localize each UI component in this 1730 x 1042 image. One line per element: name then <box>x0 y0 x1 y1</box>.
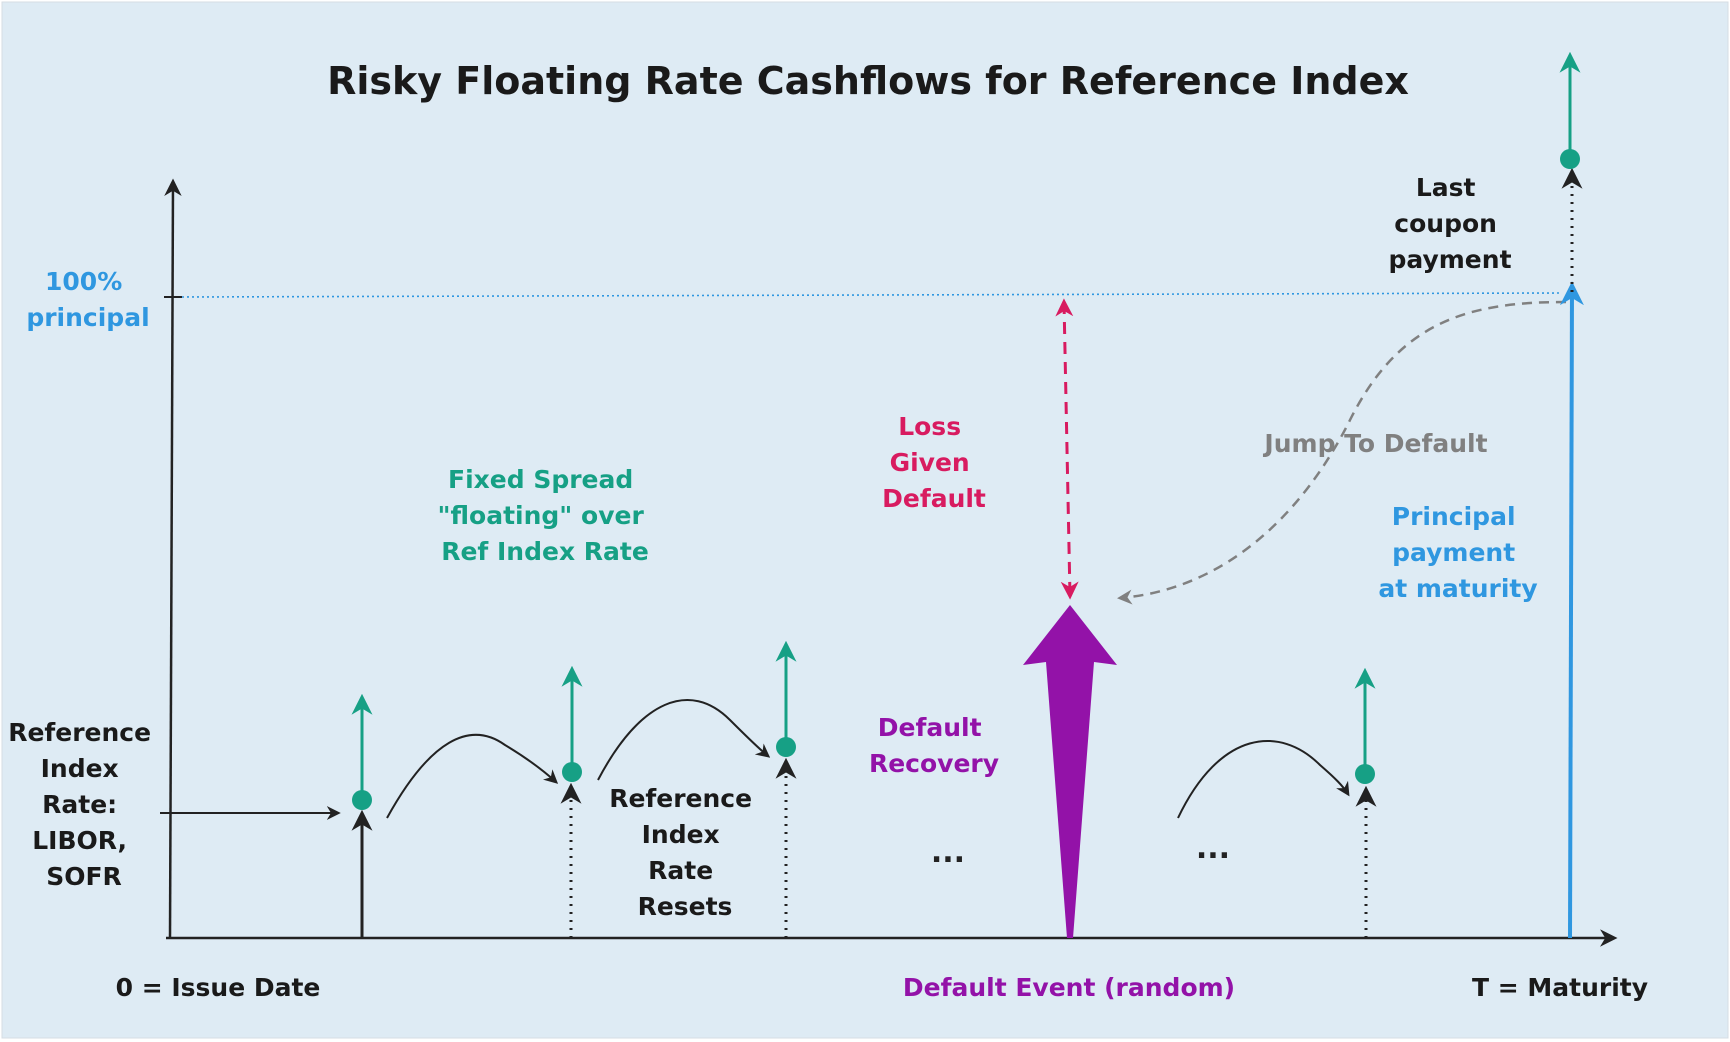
diagram-title: Risky Floating Rate Cashflows for Refere… <box>327 59 1409 103</box>
fixed-spread-label-line: Fixed Spread <box>448 465 633 494</box>
coupon-dot <box>562 762 582 782</box>
reference-rate-label-line: Rate: <box>42 790 117 819</box>
rate-resets-label-line: Resets <box>638 892 733 921</box>
rate-resets-label-line: Index <box>642 820 720 849</box>
reference-rate-label-line: LIBOR, <box>32 826 127 855</box>
coupon-dot <box>352 790 372 810</box>
principal-label-line: 100% <box>45 267 122 296</box>
last-coupon-label-line: coupon <box>1394 209 1497 238</box>
principal-payment-label: Principal payment at maturity <box>1378 502 1537 603</box>
fixed-spread-label-line: "floating" over <box>437 501 644 530</box>
cashflow-2 <box>560 665 583 938</box>
loss-given-default-label-line: Loss <box>898 412 961 441</box>
reference-rate-label-line: Reference <box>8 718 151 747</box>
jump-to-default-label: Jump To Default <box>1262 429 1487 458</box>
fixed-spread-label-line: Ref Index Rate <box>441 537 649 566</box>
loss-given-default-label-line: Given <box>890 448 970 477</box>
fixed-spread-label: Fixed Spread "floating" over Ref Index R… <box>437 465 652 566</box>
cashflow-3 <box>775 640 797 938</box>
rate-resets-label-line: Rate <box>648 856 713 885</box>
default-event-label: Default Event (random) <box>903 973 1235 1002</box>
cashflow-4 <box>1354 667 1377 938</box>
reference-rate-label: Reference Index Rate: LIBOR, SOFR <box>8 718 160 891</box>
last-coupon-label: Last coupon payment <box>1388 173 1511 274</box>
coupon-dot <box>776 737 796 757</box>
default-recovery-label-line: Recovery <box>869 749 999 778</box>
reset-curve-arrow <box>597 699 771 781</box>
principal-label: 100% principal <box>26 267 149 332</box>
last-coupon-label-line: payment <box>1388 245 1511 274</box>
last-coupon-dot <box>1560 149 1580 169</box>
last-coupon-label-line: Last <box>1416 173 1476 202</box>
default-recovery-arrow <box>1023 605 1117 938</box>
issue-date-label: 0 = Issue Date <box>116 973 321 1002</box>
maturity-label: T = Maturity <box>1472 973 1648 1002</box>
rate-resets-label-line: Reference <box>609 784 752 813</box>
principal-payment-label-line: Principal <box>1392 502 1516 531</box>
reference-rate-label-line: SOFR <box>46 862 122 891</box>
default-recovery-label-line: Default <box>878 713 982 742</box>
principal-payment-label-line: payment <box>1392 538 1515 567</box>
loss-given-default-label-line: Default <box>882 484 986 513</box>
coupon-dot <box>1355 764 1375 784</box>
ellipsis: ... <box>1196 831 1230 866</box>
principal-payment-arrow <box>1559 281 1584 939</box>
rate-resets-label: Reference Index Rate Resets <box>609 784 761 921</box>
reset-curve-arrow <box>1177 740 1350 819</box>
principal-label-line: principal <box>26 303 149 332</box>
reference-rate-label-line: Index <box>41 754 119 783</box>
loss-given-default-label: Loss Given Default <box>882 412 986 513</box>
principal-payment-label-line: at maturity <box>1378 574 1537 603</box>
cashflow-1 <box>351 693 373 938</box>
loss-given-default-arrow <box>1055 298 1079 600</box>
jump-to-default-arrow <box>1117 300 1567 605</box>
default-recovery-label: Default Recovery <box>869 713 999 778</box>
ellipsis: ... <box>931 835 965 870</box>
reset-curve-arrow <box>386 733 559 819</box>
